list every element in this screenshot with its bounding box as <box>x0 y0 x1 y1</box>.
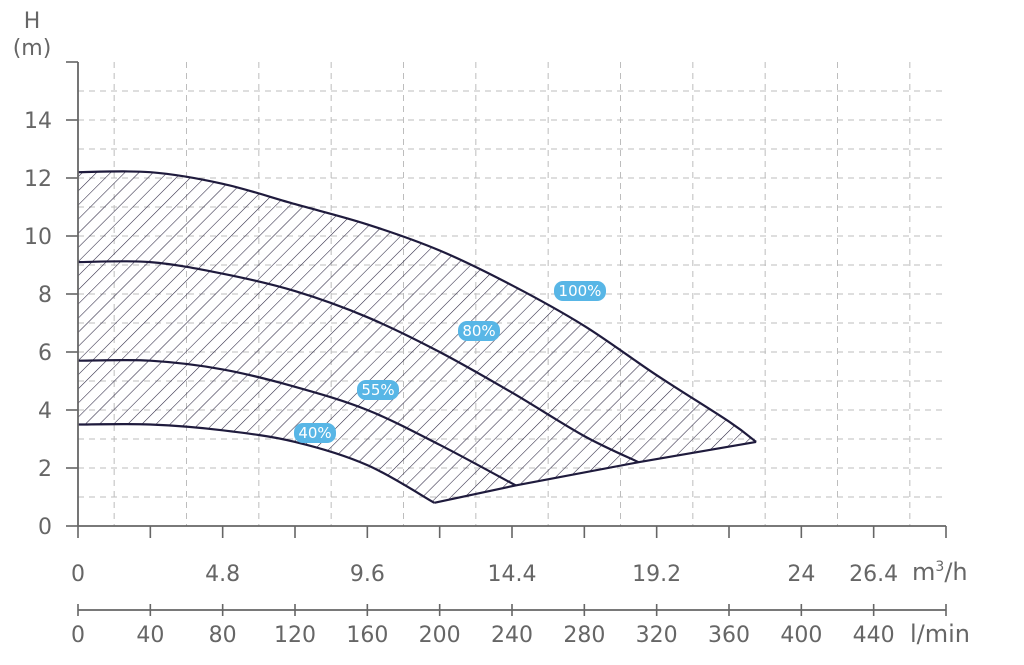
hatched-area <box>78 171 757 503</box>
curve-label-text: 55% <box>361 381 394 399</box>
lmin-tick-label: 40 <box>136 623 164 648</box>
curves <box>77 170 757 504</box>
curve-80pct <box>77 260 640 464</box>
y-axis-title: H <box>24 9 41 34</box>
y-tick-label: 0 <box>38 515 52 540</box>
m3h-tick-label: 0 <box>71 562 85 587</box>
lmin-tick-label: 240 <box>491 623 533 648</box>
lmin-tick-label: 120 <box>274 623 316 648</box>
lmin-tick-label: 400 <box>780 623 822 648</box>
m3h-tick-label: 19.2 <box>632 562 681 587</box>
curve-label-badge <box>554 281 606 301</box>
lmin-tick-label: 440 <box>853 623 895 648</box>
x-axis-unit-m3h: m3/h <box>912 558 968 586</box>
min-operating-line <box>434 440 757 504</box>
y-tick-label: 6 <box>38 341 52 366</box>
curve-label-text: 80% <box>462 322 495 340</box>
curve-label-text: 100% <box>559 282 602 300</box>
curve-label-80pct: 80% <box>458 321 500 341</box>
curve-label-badge <box>294 423 336 443</box>
y-tick-label: 4 <box>38 399 52 424</box>
curve-labels: 100% 80% 55% 40% <box>294 281 606 443</box>
m3h-tick-label: 9.6 <box>350 562 385 587</box>
y-tick-label: 8 <box>38 283 52 308</box>
lmin-tick-label: 200 <box>419 623 461 648</box>
lmin-tick-label: 160 <box>346 623 388 648</box>
curve-label-badge <box>357 380 399 400</box>
m3h-tick-label: 24 <box>787 562 815 587</box>
lmin-tick-label: 80 <box>209 623 237 648</box>
lmin-tick-label: 360 <box>708 623 750 648</box>
m3h-tick-label: 14.4 <box>488 562 537 587</box>
hatched-operating-region <box>78 171 757 503</box>
curve-40pct <box>77 422 435 504</box>
lmin-tick-label: 320 <box>636 623 678 648</box>
curve-55pct <box>77 358 517 487</box>
y-axis-unit: (m) <box>13 36 52 61</box>
y-tick-label: 12 <box>24 167 52 192</box>
y-tick-label: 2 <box>38 457 52 482</box>
lmin-tick-label: 280 <box>563 623 605 648</box>
curve-label-40pct: 40% <box>294 423 336 443</box>
curve-label-100pct: 100% <box>554 281 606 301</box>
curve-label-text: 40% <box>298 424 331 442</box>
lmin-tick-label: 0 <box>71 623 85 648</box>
y-tick-label: 10 <box>24 225 52 250</box>
y-tick-label: 14 <box>24 109 52 134</box>
m3h-tick-label: 4.8 <box>205 562 240 587</box>
x-axis-unit-lmin: l/min <box>910 620 970 648</box>
curve-100pct <box>77 170 757 443</box>
curve-label-55pct: 55% <box>357 380 399 400</box>
m3h-tick-label: 26.4 <box>849 562 898 587</box>
curve-label-badge <box>458 321 500 341</box>
